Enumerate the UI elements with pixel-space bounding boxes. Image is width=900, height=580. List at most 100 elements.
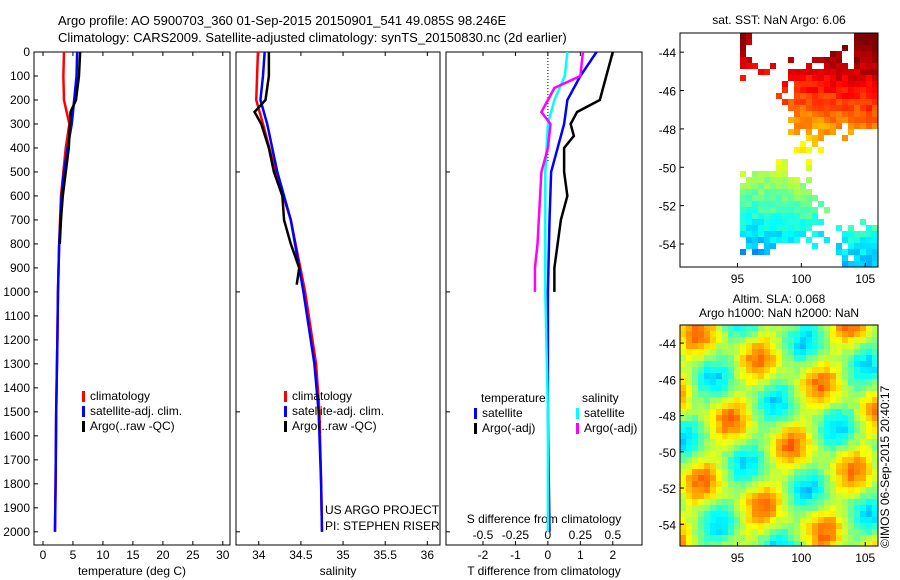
sla-cell: [782, 361, 788, 367]
sla-subtitle: Argo h1000: NaN h2000: NaN: [699, 306, 859, 320]
sla-cell: [710, 385, 716, 391]
sla-cell: [770, 433, 776, 439]
sla-cell: [692, 535, 698, 541]
sla-cell: [704, 367, 710, 373]
sla-cell: [722, 469, 728, 475]
sla-cell: [734, 535, 740, 541]
sla-cell: [686, 349, 692, 355]
sst-xtick-label: 105: [855, 272, 875, 286]
depth-tick-label: 1600: [3, 429, 30, 443]
sla-cell: [830, 493, 836, 499]
depth-tick-label: 1700: [3, 453, 30, 467]
sla-cell: [698, 505, 704, 511]
sla-cell: [698, 517, 704, 523]
sla-cell: [728, 493, 734, 499]
temp-legend-swatch: [82, 421, 85, 432]
sla-cell: [836, 409, 842, 415]
sst-cell: [836, 93, 842, 99]
sst-cell: [836, 87, 842, 93]
sla-cell: [758, 379, 764, 385]
sla-cell: [830, 397, 836, 403]
sla-cell: [758, 367, 764, 373]
sla-cell: [770, 517, 776, 523]
sla-cell: [680, 409, 686, 415]
sla-cell: [794, 505, 800, 511]
sla-cell: [830, 457, 836, 463]
sla-cell: [842, 523, 848, 529]
sla-cell: [848, 499, 854, 505]
sla-cell: [704, 457, 710, 463]
sla-cell: [692, 361, 698, 367]
sla-cell: [746, 337, 752, 343]
sla-cell: [776, 493, 782, 499]
sla-cell: [812, 535, 818, 541]
sla-cell: [734, 457, 740, 463]
sst-cell: [842, 99, 848, 105]
sla-cell: [680, 481, 686, 487]
sla-cell: [794, 415, 800, 421]
sst-cell: [776, 213, 782, 219]
sst-cell: [806, 63, 812, 69]
sla-cell: [782, 373, 788, 379]
sla-cell: [836, 415, 842, 421]
sla-cell: [830, 373, 836, 379]
sst-cell: [866, 87, 872, 93]
sla-cell: [824, 415, 830, 421]
sla-cell: [722, 367, 728, 373]
sla-cell: [806, 505, 812, 511]
sla-cell: [824, 541, 830, 546]
sla-cell: [758, 529, 764, 535]
sla-cell: [764, 487, 770, 493]
sla-cell: [860, 529, 866, 535]
sst-cell: [776, 207, 782, 213]
sla-cell: [860, 355, 866, 361]
depth-tick-label: 1200: [3, 333, 30, 347]
sst-cell: [854, 75, 860, 81]
sla-cell: [764, 421, 770, 427]
sla-cell: [770, 403, 776, 409]
sla-cell: [752, 481, 758, 487]
sla-cell: [854, 373, 860, 379]
sla-cell: [752, 409, 758, 415]
sla-cell: [740, 421, 746, 427]
sla-cell: [740, 397, 746, 403]
sla-cell: [866, 493, 872, 499]
sla-cell: [788, 403, 794, 409]
sla-cell: [782, 457, 788, 463]
sal-xtick-label: 36: [421, 548, 435, 562]
sla-cell: [776, 397, 782, 403]
sla-cell: [776, 469, 782, 475]
sst-cell: [824, 129, 830, 135]
sla-cell: [782, 331, 788, 337]
sla-cell: [680, 385, 686, 391]
temp-xlabel: temperature (deg C): [78, 564, 186, 578]
sla-cell: [752, 349, 758, 355]
sst-cell: [776, 189, 782, 195]
sst-cell: [770, 237, 776, 243]
sla-cell: [866, 415, 872, 421]
sst-cell: [818, 231, 824, 237]
sla-cell: [686, 523, 692, 529]
sla-cell: [788, 541, 794, 546]
diff-axes-box: [445, 51, 643, 546]
sst-cell: [854, 237, 860, 243]
sla-cell: [746, 517, 752, 523]
depth-tick-label: 900: [10, 261, 30, 275]
sla-cell: [758, 427, 764, 433]
sst-cell: [794, 189, 800, 195]
sst-cell: [854, 87, 860, 93]
sla-cell: [716, 505, 722, 511]
sla-cell: [770, 523, 776, 529]
sla-cell: [794, 493, 800, 499]
sla-cell: [866, 469, 872, 475]
sla-cell: [740, 427, 746, 433]
sst-ytick-label: -52: [659, 200, 677, 214]
sst-cell: [776, 183, 782, 189]
sla-cell: [716, 331, 722, 337]
sla-cell: [860, 463, 866, 469]
sla-cell: [716, 397, 722, 403]
sla-cell: [860, 499, 866, 505]
sla-cell: [788, 517, 794, 523]
depth-tick-label: 0: [23, 45, 30, 59]
sla-cell: [746, 463, 752, 469]
